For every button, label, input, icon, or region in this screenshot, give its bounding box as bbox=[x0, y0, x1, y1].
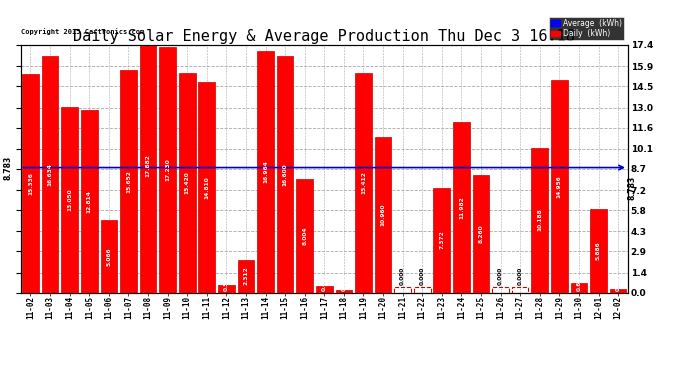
Bar bbox=[81, 110, 97, 292]
Bar bbox=[355, 73, 372, 292]
Text: 16.964: 16.964 bbox=[263, 160, 268, 183]
Bar bbox=[512, 287, 529, 292]
Bar bbox=[22, 74, 39, 292]
Text: 0.200: 0.200 bbox=[342, 273, 346, 291]
Text: 8.260: 8.260 bbox=[478, 225, 484, 243]
Text: 5.066: 5.066 bbox=[106, 247, 111, 266]
Text: 16.634: 16.634 bbox=[48, 163, 52, 186]
Bar bbox=[101, 220, 117, 292]
Legend: Average  (kWh), Daily  (kWh): Average (kWh), Daily (kWh) bbox=[549, 16, 624, 40]
Bar bbox=[433, 188, 450, 292]
Bar bbox=[551, 80, 568, 292]
Text: 11.982: 11.982 bbox=[459, 196, 464, 219]
Bar bbox=[453, 122, 470, 292]
Text: Copyright 2015 Cartronics.com: Copyright 2015 Cartronics.com bbox=[21, 28, 144, 35]
Text: 10.188: 10.188 bbox=[538, 209, 542, 231]
Text: 8.783: 8.783 bbox=[4, 156, 13, 180]
Bar bbox=[139, 38, 157, 292]
Bar bbox=[199, 82, 215, 292]
Text: 12.814: 12.814 bbox=[87, 190, 92, 213]
Bar bbox=[531, 148, 548, 292]
Text: 5.886: 5.886 bbox=[596, 241, 601, 260]
Text: 17.230: 17.230 bbox=[165, 159, 170, 182]
Text: 0.000: 0.000 bbox=[400, 267, 405, 285]
Text: 16.600: 16.600 bbox=[283, 163, 288, 186]
Bar bbox=[394, 287, 411, 292]
Title: Daily Solar Energy & Average Production Thu Dec 3 16:18: Daily Solar Energy & Average Production … bbox=[73, 29, 575, 44]
Bar bbox=[218, 285, 235, 292]
Bar bbox=[414, 287, 431, 292]
Text: 17.882: 17.882 bbox=[146, 154, 150, 177]
Bar bbox=[61, 107, 78, 292]
Bar bbox=[159, 47, 176, 292]
Bar bbox=[610, 289, 627, 292]
Text: 14.956: 14.956 bbox=[557, 175, 562, 198]
Text: 0.686: 0.686 bbox=[576, 273, 582, 291]
Text: 15.412: 15.412 bbox=[361, 171, 366, 194]
Bar bbox=[492, 287, 509, 292]
Bar bbox=[297, 178, 313, 292]
Text: 0.000: 0.000 bbox=[498, 267, 503, 285]
Bar bbox=[590, 209, 607, 292]
Text: 0.000: 0.000 bbox=[420, 267, 425, 285]
Text: 10.960: 10.960 bbox=[381, 203, 386, 226]
Text: 0.234: 0.234 bbox=[615, 273, 620, 291]
Text: 8.783: 8.783 bbox=[627, 176, 636, 200]
Text: 8.004: 8.004 bbox=[302, 226, 307, 245]
Bar bbox=[375, 136, 391, 292]
Text: 15.652: 15.652 bbox=[126, 170, 131, 193]
Text: 0.000: 0.000 bbox=[518, 267, 522, 285]
Text: 15.336: 15.336 bbox=[28, 172, 33, 195]
Bar bbox=[257, 51, 274, 292]
Text: 0.452: 0.452 bbox=[322, 273, 327, 291]
Text: 2.312: 2.312 bbox=[244, 267, 248, 285]
Bar bbox=[42, 56, 59, 292]
Bar bbox=[120, 70, 137, 292]
Bar bbox=[277, 56, 293, 292]
Bar bbox=[571, 283, 587, 292]
Bar bbox=[179, 73, 195, 292]
Text: 14.810: 14.810 bbox=[204, 176, 209, 198]
Bar bbox=[335, 290, 352, 292]
Bar bbox=[473, 175, 489, 292]
Text: 13.050: 13.050 bbox=[67, 188, 72, 211]
Text: 15.420: 15.420 bbox=[185, 171, 190, 194]
Bar bbox=[316, 286, 333, 292]
Text: 7.372: 7.372 bbox=[440, 231, 444, 249]
Bar bbox=[237, 260, 255, 292]
Text: 0.534: 0.534 bbox=[224, 273, 229, 291]
